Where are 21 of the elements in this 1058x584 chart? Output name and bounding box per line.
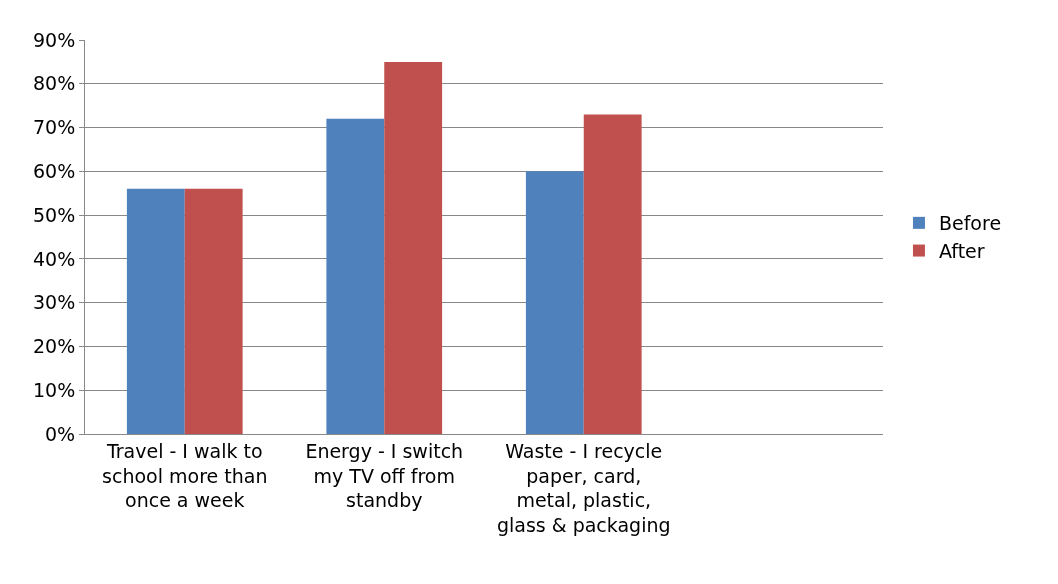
legend-label: After [938,239,985,262]
y-tick-label: 20% [32,335,76,358]
y-tick-label: 30% [32,291,76,314]
legend-label: Before [938,212,1002,235]
y-tick-label: 90% [32,28,76,51]
bar [326,118,385,434]
bar [126,188,185,434]
y-tick-label: 50% [32,203,76,226]
y-tick-label: 40% [32,247,76,270]
y-tick-label: 80% [32,72,76,95]
y-tick-label: 10% [32,378,76,401]
y-tick-label: 70% [32,116,76,139]
x-tick-label: Waste - I recycle paper, card, metal, plastic, glass & packaging [496,439,671,536]
bar [525,171,584,434]
y-tick-label: 60% [32,159,76,182]
bar [184,188,243,434]
x-tick-label: Travel - I walk to school more than once a week [102,439,268,512]
y-tick-label: 0% [45,422,76,445]
bar [384,61,443,434]
x-tick-label: Energy - I switch my TV off from standby [305,439,464,512]
bar [583,114,642,434]
